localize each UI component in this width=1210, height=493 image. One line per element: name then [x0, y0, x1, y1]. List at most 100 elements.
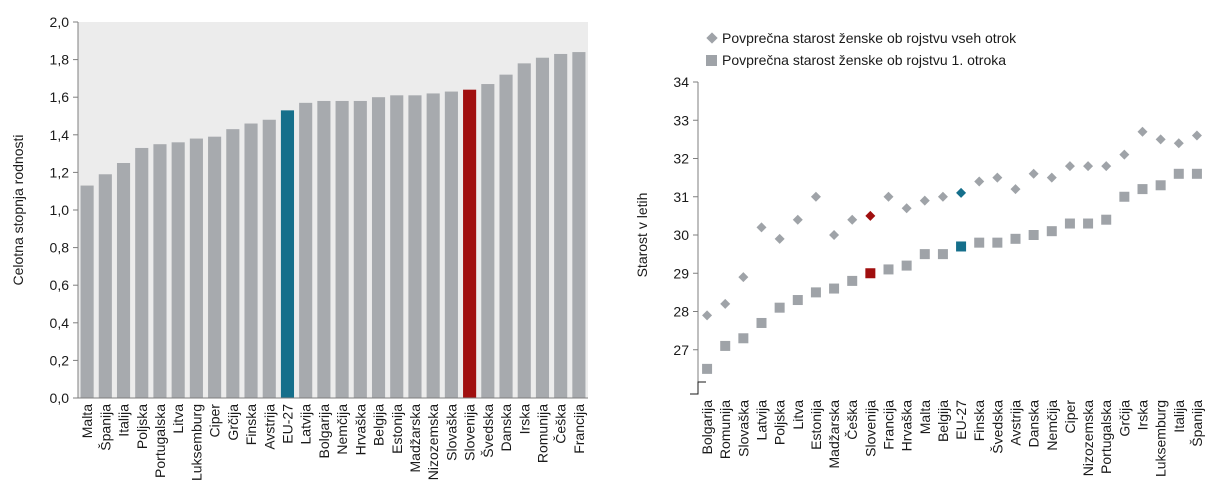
x-tick-label-bolgarija: Bolgarija [699, 400, 715, 455]
x-tick-label-nizozemska: Nizozemska [425, 404, 441, 480]
diamond-point-latvija [756, 222, 767, 233]
square-point-belgija [937, 249, 948, 260]
square-point-romunija [720, 340, 731, 351]
bar-danska [499, 74, 513, 398]
x-tick-label-eu-27: EU-27 [279, 404, 295, 444]
square-point-slovenija [865, 268, 876, 279]
diamond-point-spanija [1191, 130, 1202, 141]
diamond-point-malta [919, 195, 930, 206]
bar-nemcija [335, 100, 349, 399]
x-tick-label-slovenija: Slovenija [462, 404, 478, 461]
y-tick-label: 27 [673, 342, 689, 358]
bar-nizozemska [426, 93, 440, 398]
bar-francija [572, 52, 586, 399]
square-point-finska [974, 237, 985, 248]
x-tick-label-latvija: Latvija [754, 400, 770, 441]
y-tick-label: 32 [673, 151, 689, 167]
square-point-poljska [774, 302, 785, 313]
fertility-rate-chart: 0,0 0,2 0,4 0,6 0,8 1,0 1,2 1,4 1,6 1,8 2,0 Malta Šp… [0, 0, 600, 493]
y-tick-label: 0,4 [50, 315, 70, 331]
diamond-point-ciper [1064, 161, 1075, 172]
y-tick-label: 0,2 [50, 352, 70, 368]
diamond-point-hrvaska [901, 203, 912, 214]
x-tick-label-grcija: Grčija [1116, 400, 1132, 437]
diamond-point-romunija [720, 298, 731, 309]
bar-madzarska [408, 95, 422, 398]
x-tick-label-danska: Danska [1026, 400, 1042, 448]
y-tick-label: 31 [673, 189, 689, 205]
diamond-marker-icon [706, 32, 718, 44]
bar-slovenija [463, 89, 477, 399]
x-tick-label-nizozemska: Nizozemska [1080, 400, 1096, 476]
square-point-luksemburg [1155, 180, 1166, 191]
diamond-point-nizozemska [1083, 161, 1094, 172]
diamond-point-poljska [774, 233, 785, 244]
x-tick-label-latvija: Latvija [298, 404, 314, 445]
y-tick-label: 0,8 [50, 240, 70, 256]
x-tick-label-slovaska: Slovaška [735, 400, 751, 457]
square-marker-icon [706, 54, 717, 66]
bar-luksemburg [189, 138, 203, 398]
x-tick-label-francija: Francija [571, 404, 587, 454]
square-point-latvija [756, 317, 767, 328]
x-tick-label-irska: Irska [516, 404, 532, 435]
x-tick-label-francija: Francija [881, 400, 897, 450]
legend-label-first-child: Povprečna starost ženske ob rojstvu 1. o… [722, 52, 1007, 68]
y-tick-label: 30 [673, 227, 689, 243]
bar-belgija [371, 97, 386, 398]
x-tick-label-malta: Malta [917, 400, 933, 434]
axis-break-icon [690, 381, 706, 395]
square-point-avstrija [1010, 233, 1021, 244]
bar-ciper [208, 136, 222, 398]
square-point-danska [1028, 230, 1039, 240]
x-tick-label-estonija: Estonija [808, 400, 824, 450]
x-tick-label-poljska: Poljska [772, 400, 788, 445]
x-tick-label-italija: Italija [1171, 400, 1187, 433]
x-tick-label-estonija: Estonija [389, 404, 405, 454]
bar-eu-27 [280, 110, 295, 399]
x-tick-label-romunija: Romunija [717, 400, 733, 459]
square-point-slovaska [738, 333, 749, 344]
y-tick-label: 1,4 [50, 127, 70, 143]
bar-spanija [98, 174, 112, 398]
diamond-point-litva [792, 214, 803, 225]
x-tick-label-avstrija: Avstrija [1008, 400, 1024, 446]
square-point-hrvaska [901, 260, 912, 271]
x-tick-label-hrvaska: Hrvaška [899, 400, 915, 452]
bar-hrvaska [353, 100, 367, 399]
diamond-point-avstrija [1010, 184, 1021, 195]
x-tick-label-litva: Litva [790, 400, 806, 430]
x-tick-label-avstrija: Avstrija [261, 404, 277, 450]
diamond-point-bolgarija [702, 310, 713, 321]
y-tick-label: 1,0 [50, 202, 70, 218]
square-point-svedska [992, 237, 1003, 248]
bar-litva [171, 142, 185, 398]
square-point-madzarska [829, 283, 840, 294]
y-tick-label: 2,0 [50, 14, 70, 30]
square-point-portugalska [1101, 214, 1112, 225]
x-tick-label-malta: Malta [79, 404, 95, 438]
x-tick-label-finska: Finska [243, 404, 259, 445]
diamond-point-francija [883, 191, 894, 202]
square-point-litva [792, 295, 803, 306]
x-tick-label-ciper: Ciper [1062, 400, 1078, 434]
square-point-irska [1137, 184, 1148, 195]
diamond-point-italija [1173, 138, 1184, 149]
bar-irska [517, 63, 531, 399]
diamond-point-slovenija [865, 210, 876, 221]
bar-finska [244, 123, 258, 399]
diamond-point-belgija [937, 191, 948, 202]
diamond-point-danska [1028, 168, 1039, 179]
x-tick-label-svedska: Švedska [989, 400, 1005, 454]
diamond-point-portugalska [1101, 161, 1112, 172]
y-tick-label: 28 [673, 304, 689, 320]
x-tick-label-luksemburg: Luksemburg [1153, 400, 1169, 477]
square-point-ceska [847, 275, 858, 286]
y-tick-label: 1,8 [50, 52, 70, 68]
diamond-point-luksemburg [1155, 134, 1166, 145]
square-point-eu-27 [956, 241, 967, 252]
x-tick-label-spanija: Španija [97, 404, 113, 451]
x-tick-label-nemcija: Nemčija [1044, 400, 1060, 451]
maternal-age-chart: Povprečna starost ženske ob rojstvu vseh… [610, 0, 1210, 493]
square-point-spanija [1191, 168, 1202, 179]
